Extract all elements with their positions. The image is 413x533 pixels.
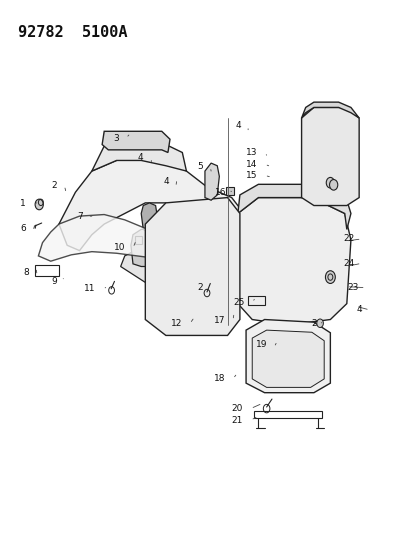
Polygon shape [301,108,358,206]
Polygon shape [225,187,233,195]
Text: 4: 4 [356,305,361,314]
Polygon shape [131,229,166,266]
Text: 3: 3 [113,134,118,143]
Polygon shape [245,319,330,393]
Text: 13: 13 [245,148,256,157]
Text: 2: 2 [197,283,202,292]
Circle shape [35,199,43,210]
Text: 10: 10 [114,244,125,253]
Text: 7: 7 [77,212,83,221]
Text: 9: 9 [51,277,57,286]
Text: 22: 22 [342,235,354,244]
Text: 5: 5 [197,163,202,171]
Text: 14: 14 [245,160,256,168]
Text: 6: 6 [20,224,26,233]
Text: 92782  5100A: 92782 5100A [18,25,127,41]
Text: 2: 2 [51,181,57,190]
Polygon shape [301,102,358,118]
Text: 18: 18 [214,374,225,383]
Polygon shape [204,163,219,200]
Polygon shape [92,136,186,171]
Polygon shape [141,203,157,232]
Circle shape [329,180,337,190]
Polygon shape [145,198,239,335]
Polygon shape [38,215,235,262]
Polygon shape [252,330,323,387]
Text: 21: 21 [231,416,242,425]
Text: 2: 2 [311,319,316,328]
Text: 23: 23 [346,283,358,292]
Polygon shape [120,245,194,282]
Text: 1: 1 [20,199,26,208]
Text: 4: 4 [163,177,169,186]
Polygon shape [102,131,170,152]
Text: 25: 25 [233,298,244,307]
Text: 19: 19 [256,341,267,350]
Text: 20: 20 [231,404,242,413]
Text: 4: 4 [137,154,143,163]
Text: 12: 12 [171,319,182,328]
Polygon shape [59,150,239,251]
Text: 24: 24 [342,259,354,268]
Polygon shape [135,236,142,244]
Text: 4: 4 [235,122,240,131]
Circle shape [325,177,334,188]
Text: 16: 16 [215,188,226,197]
Text: 8: 8 [24,268,29,277]
Circle shape [316,319,323,327]
Polygon shape [237,184,350,229]
Text: 17: 17 [214,316,225,325]
Polygon shape [237,198,350,325]
Text: 11: 11 [83,284,95,293]
Text: 15: 15 [245,171,256,180]
Circle shape [325,271,335,284]
